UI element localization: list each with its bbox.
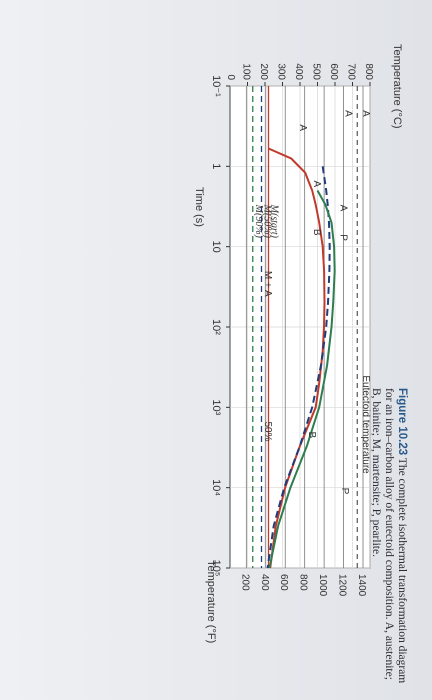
martensite-label: M(90%): [253, 204, 264, 239]
region-annotation: P: [337, 234, 348, 241]
y-zero-label: 0: [225, 74, 236, 80]
f-tick-label: 800: [298, 574, 309, 591]
region-annotation: M + A: [262, 271, 273, 297]
y-tick-label: 700: [346, 63, 357, 80]
y-tick-label: 800: [363, 63, 374, 80]
region-annotation: A: [297, 124, 308, 131]
x-tick-label: 10³: [210, 399, 222, 415]
f-tick-label: 400: [259, 574, 270, 591]
y-axis-label: Temperature (°C): [391, 44, 403, 128]
martensite-label: M(start): [269, 204, 280, 239]
region-annotation: P: [339, 488, 350, 495]
y2-axis-label: Temperature (°F): [205, 560, 217, 643]
x-tick-label: 1: [210, 163, 222, 169]
f-tick-label: 600: [278, 574, 289, 591]
y-tick-label: 400: [293, 63, 304, 80]
x-tick-label: 10⁵: [210, 560, 222, 577]
figure-caption: Figure 10.23 The complete isothermal tra…: [369, 388, 408, 688]
f-tick-label: 1400: [356, 574, 367, 597]
y-tick-label: 300: [276, 63, 287, 80]
x-tick-label: 10⁻¹: [210, 75, 222, 97]
region-annotation: Eutectoid temperature: [360, 375, 371, 474]
region-annotation: A: [337, 205, 348, 212]
x-tick-label: 10⁴: [210, 479, 222, 496]
region-annotation: 50%: [262, 421, 273, 441]
region-annotation: A: [311, 180, 322, 187]
region-annotation: B: [311, 229, 322, 236]
martensite-label: M(50%): [262, 204, 273, 239]
region-annotation: A: [343, 110, 354, 117]
f-tick-label: 1200: [337, 574, 348, 597]
y-tick-label: 600: [328, 63, 339, 80]
x-tick-label: 10²: [210, 319, 222, 335]
x-tick-label: 10: [210, 241, 222, 253]
transformation-curve: [266, 166, 331, 569]
y-tick-label: 500: [311, 63, 322, 80]
transformation-curve: [268, 190, 336, 569]
region-annotation: A: [360, 110, 371, 117]
x-axis-label: Time (s): [193, 187, 205, 227]
region-annotation: B: [306, 432, 317, 439]
figure-label: Figure 10.23: [396, 388, 408, 456]
y-tick-label: 200: [258, 63, 269, 80]
y-tick-label: 100: [241, 63, 252, 80]
f-tick-label: 1000: [317, 574, 328, 597]
f-tick-label: 200: [239, 574, 250, 591]
